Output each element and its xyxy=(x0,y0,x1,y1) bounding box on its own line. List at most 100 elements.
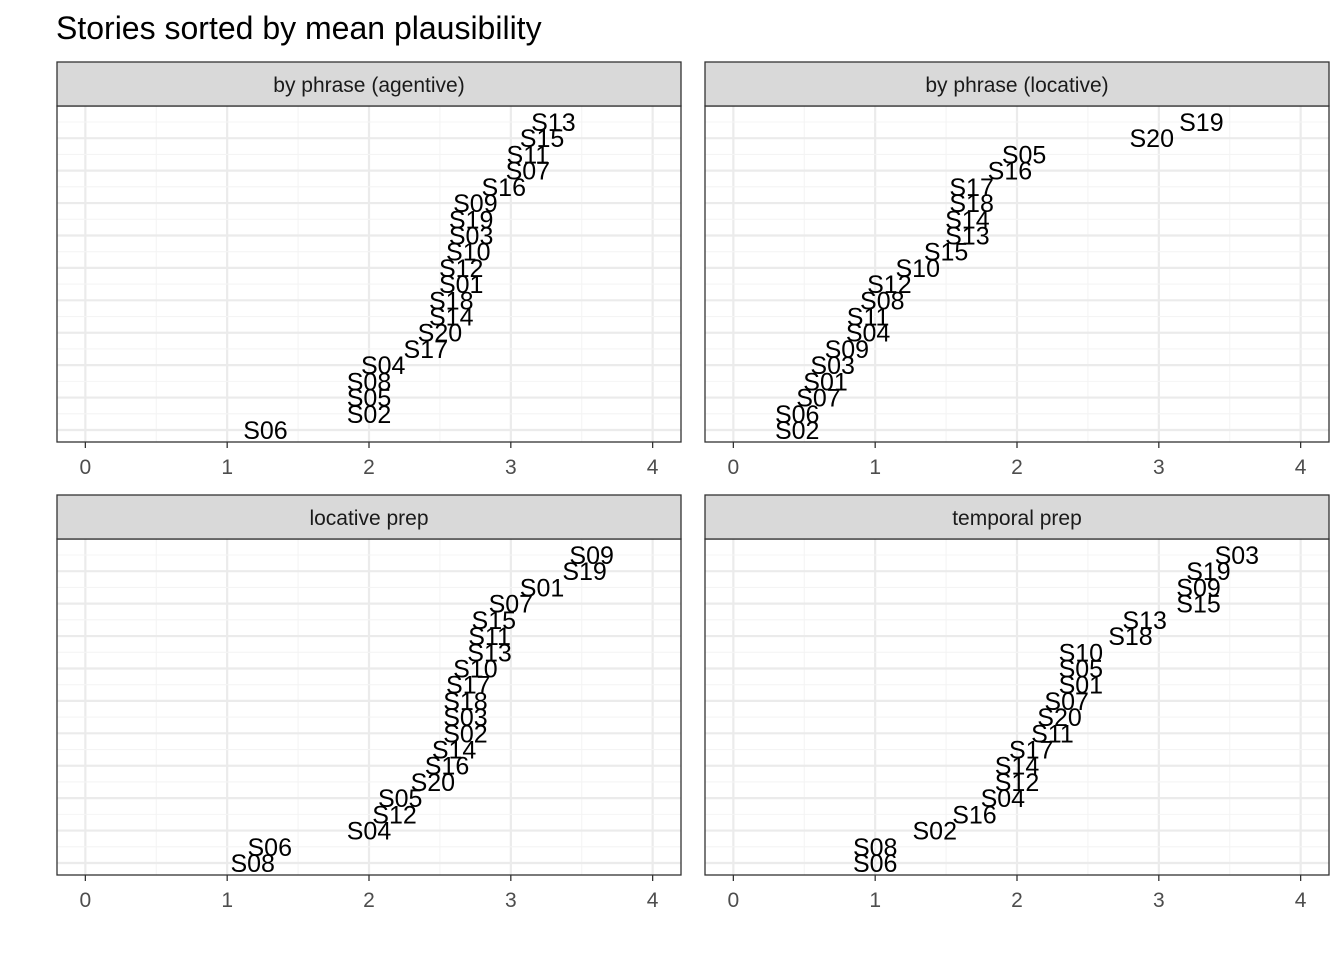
story-label: S18 xyxy=(1108,623,1152,651)
facet-panel: S02S06S07S01S03S09S04S11S08S12S10S15S13S… xyxy=(704,61,1330,479)
story-label: S05 xyxy=(378,785,422,813)
story-label: S06 xyxy=(853,850,897,878)
story-label: S14 xyxy=(429,304,474,332)
story-label: S03 xyxy=(1215,542,1259,570)
story-label: S09 xyxy=(1176,574,1220,602)
x-tick-label: 3 xyxy=(505,889,517,912)
story-label: S15 xyxy=(520,125,564,153)
x-tick-label: 2 xyxy=(363,889,375,912)
story-label: S09 xyxy=(825,336,869,364)
story-label: S02 xyxy=(347,401,391,429)
story-label: S14 xyxy=(432,737,477,765)
story-label: S02 xyxy=(913,818,957,846)
story-label: S11 xyxy=(507,141,550,169)
story-label: S13 xyxy=(945,222,989,250)
x-tick-label: 1 xyxy=(221,889,233,912)
story-label: S07 xyxy=(1044,688,1088,716)
story-label: S17 xyxy=(446,672,490,700)
story-label: S04 xyxy=(361,352,406,380)
story-label: S08 xyxy=(347,368,391,396)
story-label: S06 xyxy=(775,401,819,429)
story-label: S15 xyxy=(472,607,516,635)
x-tick-label: 0 xyxy=(728,889,740,912)
facet-panel: S08S06S04S12S05S20S16S14S02S03S18S17S10S… xyxy=(56,494,682,912)
x-tick-label: 3 xyxy=(505,456,517,479)
story-label: S03 xyxy=(810,352,854,380)
story-label: S03 xyxy=(443,704,487,732)
x-tick-label: 1 xyxy=(221,456,233,479)
story-label: S18 xyxy=(949,190,993,218)
story-label: S17 xyxy=(403,336,447,364)
story-label: S07 xyxy=(489,591,533,619)
story-label: S06 xyxy=(247,834,291,862)
x-tick-label: 1 xyxy=(869,889,881,912)
story-label: S05 xyxy=(347,385,391,413)
story-label: S09 xyxy=(453,190,497,218)
x-tick-label: 4 xyxy=(647,456,659,479)
x-tick-label: 4 xyxy=(647,889,659,912)
facet-panel: S06S02S05S08S04S17S20S14S18S01S12S10S03S… xyxy=(56,61,682,479)
story-label: S12 xyxy=(439,255,483,283)
story-label: S01 xyxy=(1059,672,1103,700)
story-label: S04 xyxy=(846,320,891,348)
story-label: S08 xyxy=(853,834,897,862)
x-tick-label: 0 xyxy=(80,456,92,479)
story-label: S05 xyxy=(1002,141,1046,169)
story-label: S14 xyxy=(945,206,990,234)
story-label: S12 xyxy=(867,271,911,299)
facet-panel: S06S08S02S16S04S12S14S17S11S20S07S01S05S… xyxy=(704,494,1330,912)
story-label: S01 xyxy=(439,271,483,299)
story-label: S11 xyxy=(847,304,890,332)
story-label: S05 xyxy=(1059,655,1103,683)
story-label: S12 xyxy=(995,769,1039,797)
story-label: S04 xyxy=(981,785,1026,813)
facet-strip-label: temporal prep xyxy=(952,507,1082,530)
facet-strip xyxy=(56,61,682,107)
story-label: S11 xyxy=(1031,720,1074,748)
story-label: S19 xyxy=(1179,109,1223,137)
story-label: S10 xyxy=(446,239,490,267)
story-label: S17 xyxy=(1009,737,1053,765)
story-label: S11 xyxy=(468,623,511,651)
story-label: S10 xyxy=(453,655,497,683)
facet-strip xyxy=(704,494,1330,540)
story-label: S19 xyxy=(562,558,606,586)
x-tick-label: 2 xyxy=(1011,456,1023,479)
story-label: S18 xyxy=(443,688,487,716)
x-tick-label: 1 xyxy=(869,456,881,479)
story-label: S16 xyxy=(952,801,996,829)
story-label: S12 xyxy=(372,801,416,829)
x-tick-label: 3 xyxy=(1153,889,1165,912)
story-label: S08 xyxy=(230,850,274,878)
x-tick-label: 2 xyxy=(1011,889,1023,912)
story-label: S07 xyxy=(506,158,550,186)
story-label: S03 xyxy=(449,222,493,250)
story-label: S20 xyxy=(1037,704,1081,732)
story-label: S16 xyxy=(988,158,1032,186)
facet-strip xyxy=(56,494,682,540)
facet-strip-label: by phrase (locative) xyxy=(925,74,1108,97)
story-label: S10 xyxy=(895,255,939,283)
story-label: S20 xyxy=(411,769,455,797)
story-label: S19 xyxy=(1186,558,1230,586)
story-label: S16 xyxy=(425,753,469,781)
x-tick-label: 4 xyxy=(1295,456,1307,479)
facet-strip-label: locative prep xyxy=(309,507,428,530)
story-label: S20 xyxy=(1129,125,1173,153)
story-label: S07 xyxy=(796,385,840,413)
story-label: S17 xyxy=(949,174,993,202)
story-label: S18 xyxy=(429,287,473,315)
x-tick-label: 0 xyxy=(80,889,92,912)
story-label: S13 xyxy=(531,109,575,137)
x-tick-label: 4 xyxy=(1295,889,1307,912)
story-label: S19 xyxy=(449,206,493,234)
chart-title: Stories sorted by mean plausibility xyxy=(56,10,542,46)
story-label: S20 xyxy=(418,320,462,348)
story-label: S14 xyxy=(995,753,1040,781)
story-label: S04 xyxy=(347,818,392,846)
facet-strip xyxy=(704,61,1330,107)
story-label: S13 xyxy=(1122,607,1166,635)
story-label: S15 xyxy=(1176,591,1220,619)
